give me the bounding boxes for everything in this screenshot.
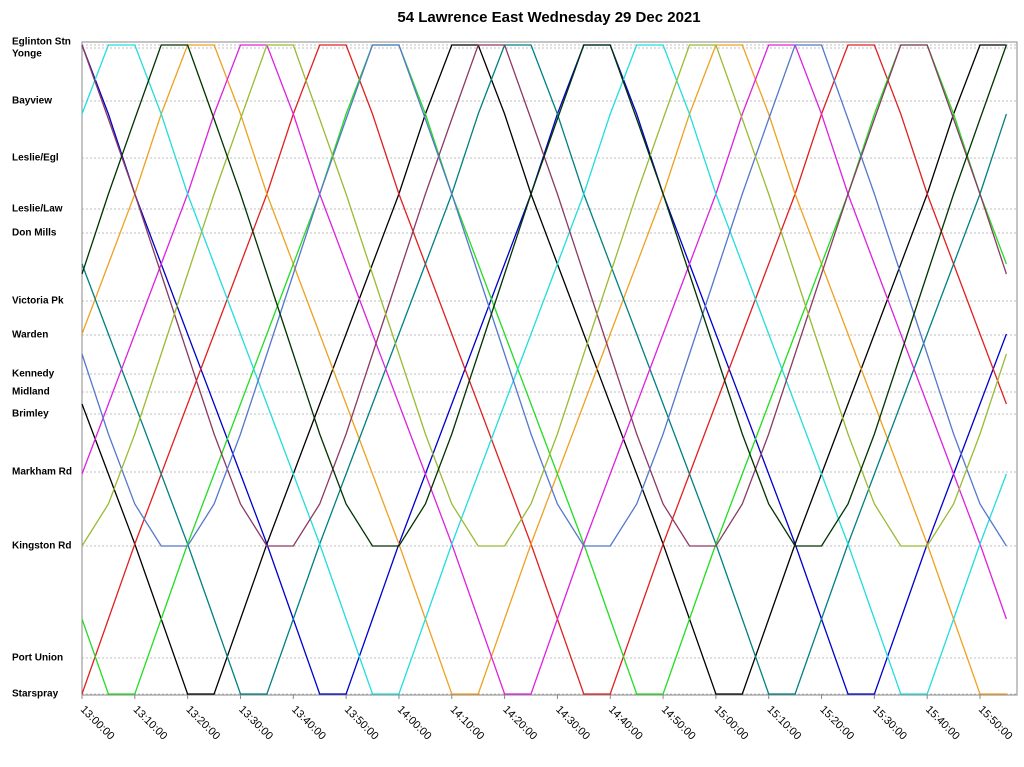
vehicle-line <box>81 44 1008 547</box>
y-tick-label: Leslie/Law <box>12 204 63 215</box>
y-tick-label: Bayview <box>12 96 52 107</box>
x-tick-label: 13:50:00 <box>342 704 381 743</box>
y-tick-label: Warden <box>12 330 48 341</box>
x-tick-label: 15:50:00 <box>976 704 1015 743</box>
x-tick-label: 15:10:00 <box>765 704 804 743</box>
vehicle-line <box>81 44 1008 695</box>
x-tick-label: 15:30:00 <box>870 704 909 743</box>
y-tick-label: Don Mills <box>12 228 57 239</box>
y-tick-label: Midland <box>12 387 50 398</box>
x-tick-label: 13:30:00 <box>236 704 275 743</box>
x-tick-label: 14:00:00 <box>395 704 434 743</box>
x-tick-label: 14:50:00 <box>659 704 698 743</box>
vehicle-line <box>81 44 1008 695</box>
vehicle-line <box>81 44 1008 695</box>
y-tick-label: Starspray <box>12 689 59 700</box>
x-tick-label: 14:10:00 <box>448 704 487 743</box>
y-tick-label: Yonge <box>12 49 42 60</box>
y-tick-label: Leslie/Egl <box>12 153 59 164</box>
y-tick-label: Markham Rd <box>12 467 72 478</box>
x-tick-label: 14:40:00 <box>606 704 645 743</box>
x-tick-label: 15:40:00 <box>923 704 962 743</box>
chart-title: 54 Lawrence East Wednesday 29 Dec 2021 <box>397 9 700 26</box>
x-tick-label: 15:20:00 <box>817 704 856 743</box>
x-tick-label: 13:10:00 <box>131 704 170 743</box>
y-tick-label: Eglinton Stn <box>12 37 71 48</box>
x-tick-label: 13:40:00 <box>289 704 328 743</box>
vehicle-line <box>81 44 1008 695</box>
x-tick-label: 14:20:00 <box>500 704 539 743</box>
vehicle-line <box>81 44 1008 547</box>
y-tick-label: Brimley <box>12 409 49 420</box>
x-tick-label: 13:00:00 <box>78 704 117 743</box>
vehicle-line <box>81 44 1007 695</box>
vehicle-line <box>81 44 1007 547</box>
y-tick-label: Victoria Pk <box>12 296 64 307</box>
x-tick-label: 14:30:00 <box>553 704 592 743</box>
x-tick-label: 15:00:00 <box>712 704 751 743</box>
vehicle-line <box>81 44 1008 695</box>
y-tick-label: Kennedy <box>12 369 55 380</box>
plot-frame <box>81 41 1018 696</box>
vehicle-line <box>81 44 1008 695</box>
y-tick-label: Kingston Rd <box>12 541 71 552</box>
x-tick-label: 13:20:00 <box>183 704 222 743</box>
vehicle-line <box>81 44 1007 695</box>
y-tick-label: Port Union <box>12 653 63 664</box>
vehicle-line <box>81 44 1008 547</box>
